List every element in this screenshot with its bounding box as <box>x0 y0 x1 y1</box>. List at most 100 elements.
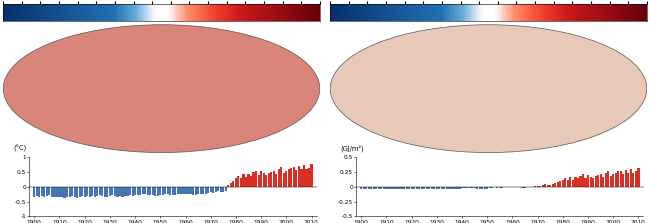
Bar <box>403 187 405 189</box>
Bar <box>411 187 413 189</box>
Bar <box>539 186 541 187</box>
Bar <box>61 187 63 197</box>
Bar <box>283 173 285 187</box>
Bar <box>64 187 66 198</box>
Bar <box>104 187 106 196</box>
Bar <box>395 187 398 189</box>
Bar <box>265 175 267 187</box>
Bar <box>474 187 476 188</box>
Bar <box>76 187 78 198</box>
Bar <box>86 187 88 196</box>
Bar <box>227 185 229 187</box>
Bar <box>481 187 484 188</box>
Bar <box>306 169 307 187</box>
Bar <box>237 176 239 187</box>
Text: (°C): (°C) <box>14 145 27 153</box>
Bar <box>157 187 159 196</box>
Bar <box>255 171 257 187</box>
Bar <box>48 187 51 195</box>
Bar <box>136 187 138 195</box>
Bar <box>451 187 453 188</box>
Bar <box>572 180 574 187</box>
Text: (GJ/m²): (GJ/m²) <box>341 145 364 153</box>
Bar <box>567 180 569 187</box>
Bar <box>303 165 305 187</box>
Bar <box>428 187 430 189</box>
Bar <box>260 171 262 187</box>
Bar <box>270 172 272 187</box>
Bar <box>564 178 566 187</box>
Bar <box>46 187 48 196</box>
Bar <box>421 187 422 189</box>
Bar <box>547 185 549 187</box>
Bar <box>391 187 393 189</box>
Bar <box>144 187 146 194</box>
Bar <box>250 176 252 187</box>
Bar <box>471 187 473 188</box>
Bar <box>466 187 468 188</box>
Bar <box>370 187 372 189</box>
Bar <box>446 187 448 188</box>
Bar <box>174 187 177 195</box>
Bar <box>604 173 606 187</box>
Bar <box>127 187 129 196</box>
Bar <box>162 187 164 195</box>
Bar <box>88 187 91 196</box>
Bar <box>252 172 255 187</box>
Bar <box>458 187 461 188</box>
Bar <box>159 187 161 195</box>
Bar <box>295 170 298 187</box>
Bar <box>308 168 310 187</box>
Bar <box>107 187 109 197</box>
Bar <box>91 187 94 196</box>
Bar <box>275 174 278 187</box>
Bar <box>413 187 415 189</box>
Bar <box>557 182 559 187</box>
Bar <box>630 169 632 187</box>
Bar <box>111 187 114 195</box>
Bar <box>602 177 604 187</box>
Bar <box>400 187 402 189</box>
Bar <box>625 170 627 187</box>
Bar <box>418 187 421 189</box>
Ellipse shape <box>3 25 320 153</box>
Bar <box>408 187 410 189</box>
Bar <box>456 187 458 188</box>
Bar <box>278 169 280 187</box>
Bar <box>491 187 493 188</box>
Bar <box>423 187 425 189</box>
Bar <box>187 187 189 194</box>
Bar <box>592 178 594 187</box>
Bar <box>461 187 463 188</box>
Bar <box>235 178 237 187</box>
Bar <box>388 187 390 189</box>
Bar <box>84 187 86 196</box>
Bar <box>280 167 282 187</box>
Bar <box>134 187 136 195</box>
Bar <box>554 183 556 187</box>
Bar <box>496 187 499 188</box>
Bar <box>365 187 367 189</box>
Bar <box>619 171 622 187</box>
Bar <box>212 187 214 193</box>
Bar <box>597 175 599 187</box>
Bar <box>443 187 445 188</box>
Bar <box>272 171 275 187</box>
Bar <box>147 187 149 195</box>
Bar <box>44 187 46 197</box>
Bar <box>599 174 602 187</box>
Bar <box>129 187 131 195</box>
Bar <box>142 187 144 194</box>
Bar <box>612 174 614 187</box>
Bar <box>363 187 365 189</box>
Bar <box>288 169 290 187</box>
Bar <box>179 187 181 194</box>
Bar <box>220 187 222 192</box>
Bar <box>248 174 250 187</box>
Bar <box>172 187 174 195</box>
Bar <box>375 187 378 189</box>
Bar <box>205 187 207 194</box>
Bar <box>534 186 536 187</box>
Bar <box>56 187 58 197</box>
Bar <box>618 171 619 187</box>
